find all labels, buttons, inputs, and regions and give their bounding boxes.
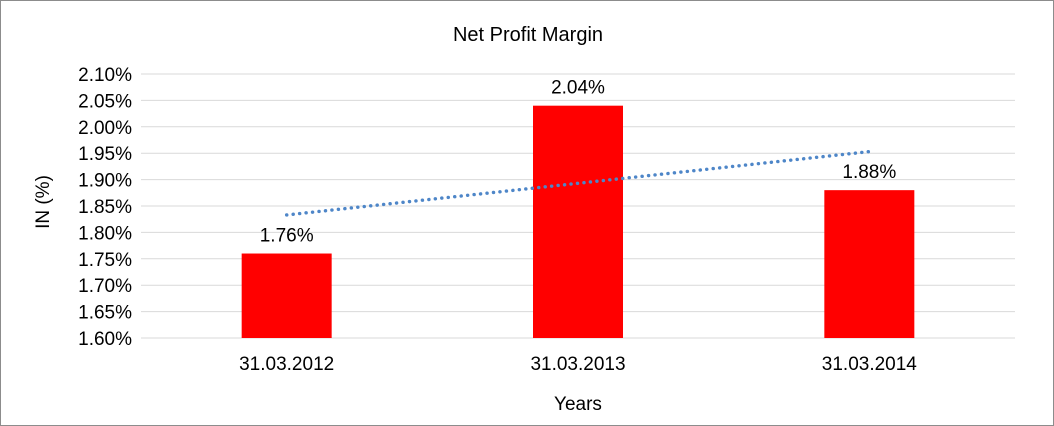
- x-axis-title: Years: [554, 394, 602, 415]
- y-tick-label: 1.80%: [78, 223, 132, 244]
- y-tick-label: 1.85%: [78, 197, 132, 218]
- y-axis-tick-labels: 2.10% 2.05% 2.00% 1.95% 1.90% 1.85% 1.80% 1.75%…: [78, 65, 132, 350]
- y-tick-label: 1.75%: [78, 250, 132, 271]
- chart-title: Net Profit Margin: [453, 24, 603, 46]
- y-tick-label: 2.00%: [78, 118, 132, 139]
- y-tick-label: 2.10%: [78, 65, 132, 86]
- bar-31.03.2013: [533, 105, 623, 339]
- x-tick-label: 31.03.2014: [822, 354, 918, 375]
- x-tick-label: 31.03.2013: [530, 354, 625, 375]
- x-tick-label: 31.03.2012: [239, 354, 334, 375]
- y-tick-label: 1.95%: [78, 144, 132, 165]
- y-tick-label: 1.90%: [78, 171, 132, 192]
- data-label: 1.88%: [842, 162, 896, 183]
- data-labels: 1.76% 2.04% 1.88%: [260, 78, 897, 247]
- bar-series: [241, 105, 915, 339]
- data-label: 1.76%: [260, 226, 314, 247]
- y-tick-label: 1.70%: [78, 276, 132, 297]
- y-tick-label: 1.60%: [78, 329, 132, 350]
- x-axis-tick-labels: 31.03.2012 31.03.2013 31.03.2014: [239, 354, 917, 375]
- y-tick-label: 1.65%: [78, 303, 132, 324]
- y-axis-title: IN (%): [33, 175, 54, 229]
- trendline-layer: [284, 149, 872, 217]
- trendline: [284, 149, 872, 217]
- y-tick-label: 2.05%: [78, 91, 132, 112]
- data-label: 2.04%: [551, 78, 605, 99]
- bar-31.03.2014: [824, 190, 915, 338]
- bar-31.03.2012: [241, 253, 332, 338]
